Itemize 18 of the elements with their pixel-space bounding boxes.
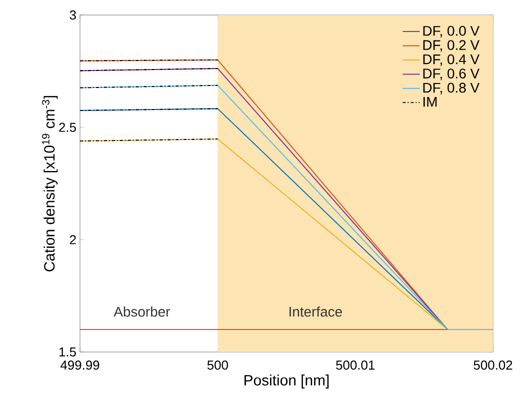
legend-label: DF, 0.2 V xyxy=(423,40,480,52)
y-tick-label: 2 xyxy=(70,235,76,244)
annotation: Interface xyxy=(290,306,342,317)
y-tick-label: 1.5 xyxy=(59,347,76,357)
x-axis-title: Position [nm] xyxy=(244,374,329,388)
legend-label: DF, 0.4 V xyxy=(423,54,480,66)
x-tick-label: 499.99 xyxy=(60,360,100,370)
legend-label: DF, 0.6 V xyxy=(423,68,480,80)
legend-label: IM xyxy=(423,97,437,107)
x-tick-label: 500 xyxy=(207,360,228,370)
legend-label: DF, 0.0 V xyxy=(423,26,480,38)
y-tick-label: 3 xyxy=(70,10,76,20)
y-axis-title: Cation density [x10$^{19}$ cm$^{-3}$] xyxy=(42,96,58,272)
x-tick-label: 500.02 xyxy=(474,360,512,370)
x-tick-label: 500.01 xyxy=(336,360,375,370)
legend-label: DF, 0.8 V xyxy=(423,82,480,94)
annotation: Absorber xyxy=(114,306,170,317)
y-tick-label: 2.5 xyxy=(59,122,76,132)
